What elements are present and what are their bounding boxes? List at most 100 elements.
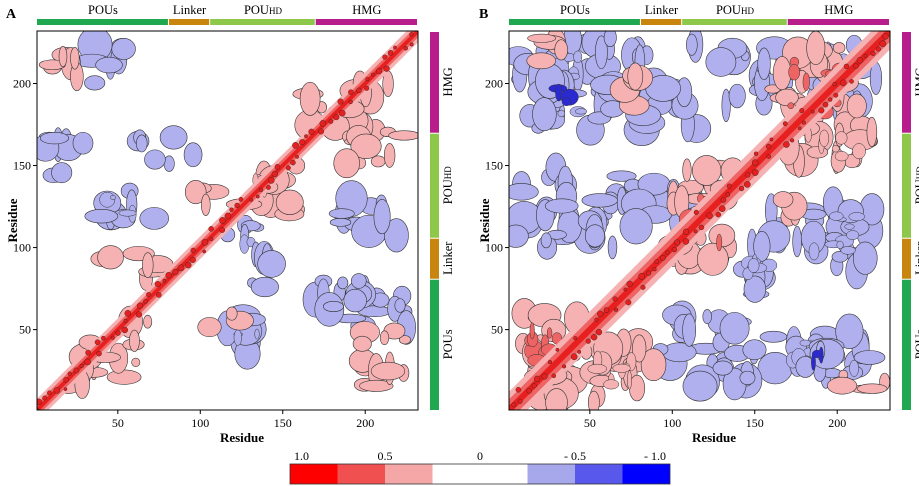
contour-blob bbox=[532, 97, 557, 132]
domain-label: Linker bbox=[645, 3, 679, 17]
panel-a-negative-region bbox=[126, 125, 203, 172]
panel-b-negative-region bbox=[733, 193, 791, 303]
domain-bar-segment bbox=[902, 32, 911, 133]
diagonal-texture bbox=[219, 217, 226, 224]
diagonal-texture bbox=[94, 339, 101, 346]
colorbar-segment bbox=[622, 464, 670, 484]
x-tick-label: 50 bbox=[584, 416, 596, 430]
y-tick-label: 50 bbox=[491, 323, 503, 337]
contour-blob bbox=[682, 313, 697, 347]
diagonal-texture bbox=[63, 387, 68, 391]
diagonal-texture bbox=[209, 237, 214, 241]
diagonal-texture bbox=[674, 239, 681, 246]
domain-label: HMG bbox=[824, 3, 853, 17]
diagonal-texture bbox=[67, 371, 72, 376]
contour-blob bbox=[640, 348, 667, 382]
diagonal-texture bbox=[266, 185, 271, 190]
contour-blob bbox=[343, 288, 367, 313]
diagonal-texture bbox=[123, 318, 128, 323]
contour-blob bbox=[388, 130, 418, 141]
diagonal-texture bbox=[319, 120, 326, 127]
contour-core bbox=[829, 211, 844, 221]
panel-a-negative-region bbox=[37, 127, 94, 184]
diagonal-texture bbox=[693, 209, 699, 215]
diagonal-texture bbox=[333, 114, 340, 121]
diagonal-texture bbox=[531, 383, 537, 389]
contour-blob bbox=[333, 148, 360, 179]
contour-blob bbox=[350, 133, 382, 159]
contour-blob bbox=[632, 334, 647, 363]
contour-blob bbox=[554, 39, 568, 61]
contour-core bbox=[587, 363, 608, 374]
x-tick-label: 200 bbox=[828, 416, 846, 430]
diagonal-texture bbox=[219, 227, 226, 233]
diagonal-texture bbox=[879, 40, 887, 47]
diagonal-texture bbox=[751, 159, 759, 166]
diagonal-texture bbox=[63, 377, 69, 383]
diagonal-texture bbox=[268, 177, 275, 184]
contour-blob bbox=[39, 131, 69, 145]
contour-peak bbox=[561, 97, 572, 107]
y-tick-label: 100 bbox=[13, 241, 31, 255]
contour-blob bbox=[806, 145, 829, 159]
contour-blob bbox=[721, 88, 731, 123]
contour-blob bbox=[226, 306, 238, 321]
domain-bar-segment bbox=[210, 19, 315, 25]
contour-blob bbox=[509, 224, 529, 248]
panel-a-x-axis-label: Residue bbox=[220, 430, 264, 445]
domain-label: Linker bbox=[173, 3, 207, 17]
contour-blob bbox=[129, 329, 140, 352]
domain-label: POUHD bbox=[244, 3, 283, 17]
contour-blob bbox=[144, 149, 166, 170]
contour-blob bbox=[299, 81, 321, 116]
diagonal-texture bbox=[318, 128, 324, 135]
diagonal-texture bbox=[37, 398, 42, 406]
contour-blob bbox=[856, 383, 888, 394]
diagonal-texture bbox=[541, 373, 548, 380]
panel-b-label: B bbox=[479, 7, 488, 22]
diagonal-texture bbox=[562, 364, 567, 369]
panel-a-positive-region bbox=[90, 245, 174, 291]
diagonal-texture bbox=[870, 50, 876, 56]
diagonal-texture bbox=[143, 299, 148, 304]
contour-blob bbox=[328, 208, 355, 219]
panel-a-label: A bbox=[6, 7, 17, 22]
domain-label: POUs bbox=[441, 329, 455, 359]
diagonal-texture bbox=[517, 399, 523, 404]
diagonal-texture bbox=[832, 82, 837, 87]
domain-bar-segment bbox=[640, 19, 682, 25]
contour-blob bbox=[775, 88, 799, 107]
contour-core bbox=[627, 370, 632, 390]
diagonal-texture bbox=[769, 137, 774, 142]
domain-label: Linker bbox=[441, 241, 455, 275]
diagonal-texture bbox=[154, 281, 161, 288]
diagonal-texture bbox=[625, 299, 632, 306]
domain-label: HMG bbox=[913, 67, 919, 96]
diagonal-texture bbox=[234, 202, 240, 209]
diagonal-texture bbox=[370, 72, 375, 77]
diagonal-texture bbox=[671, 247, 677, 253]
panel-b: B POUs Linker POUHD HMG POUsLinkerPOUHDHMG … bbox=[477, 3, 919, 445]
contour-blob bbox=[739, 370, 756, 386]
diagonal-texture bbox=[79, 363, 84, 368]
diagonal-texture bbox=[682, 238, 690, 245]
diagonal-texture bbox=[801, 120, 806, 125]
contour-blob bbox=[682, 158, 692, 182]
diagonal-texture bbox=[744, 181, 751, 188]
contour-blob bbox=[351, 273, 367, 289]
diagonal-texture bbox=[693, 229, 698, 234]
contour-core bbox=[233, 329, 242, 346]
contour-blob bbox=[84, 75, 106, 91]
diagonal-texture bbox=[156, 292, 162, 298]
diagonal-texture bbox=[856, 57, 864, 64]
contour-core bbox=[716, 233, 723, 252]
diagonal-texture bbox=[652, 267, 657, 272]
panel-a-positive-region bbox=[348, 321, 412, 392]
contour-blob bbox=[835, 313, 864, 349]
diagonal-texture bbox=[875, 46, 881, 52]
contour-blob bbox=[139, 207, 169, 230]
contour-blob bbox=[394, 298, 406, 313]
contour-core bbox=[612, 363, 631, 373]
contour-blob bbox=[337, 276, 349, 290]
diagonal-texture bbox=[640, 284, 646, 290]
